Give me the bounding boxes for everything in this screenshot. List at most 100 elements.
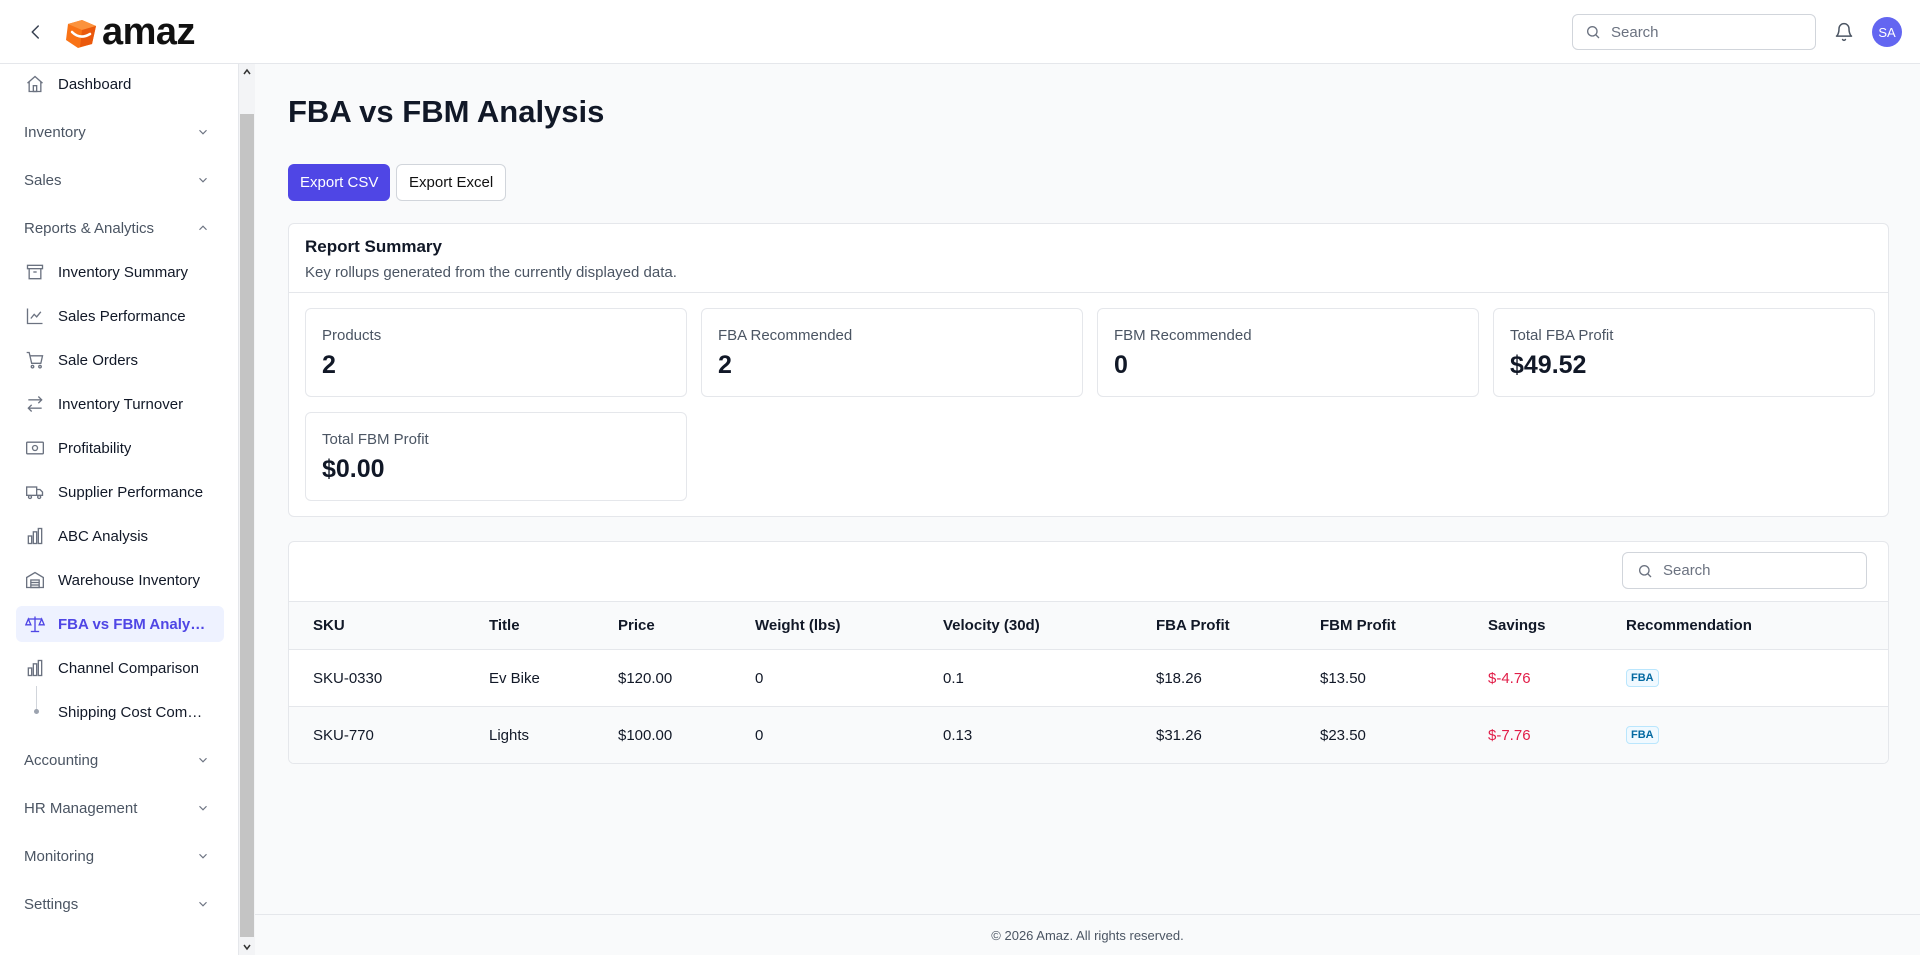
sidebar-item-label: Supplier Performance [58,483,204,501]
chevron-down-icon [199,177,207,183]
cell-weight: 0 [755,727,764,744]
export-excel-button[interactable]: Export Excel [396,164,507,201]
sidebar-item-label: Sale Orders [58,351,139,369]
sidebar-item-inventory-turnover[interactable]: Inventory Turnover [16,386,224,422]
chevron-down-icon [199,129,207,135]
header-search[interactable] [1572,14,1816,50]
column-header-sku[interactable]: SKU [313,617,345,634]
summary-title: Report Summary [305,237,442,256]
search-icon [1587,26,1600,39]
scroll-up-arrow-icon[interactable] [239,64,255,80]
sidebar-item-fba-vs-fbm[interactable]: FBA vs FBM Analysis [16,606,224,642]
cell-price: $100.00 [618,727,673,744]
cart-icon [24,349,46,371]
footer-copyright: © 2026 Amaz. All rights reserved. [991,927,1184,943]
cell-sku: SKU-0330 [313,670,383,687]
stat-card-total-fba-profit: Total FBA Profit $49.52 [1493,308,1875,397]
stat-value: $49.52 [1510,351,1587,379]
chevron-up-icon [199,225,207,231]
stat-label: FBM Recommended [1114,327,1252,344]
sidebar-group-label: Accounting [24,751,99,769]
home-icon [24,73,46,95]
sidebar-item-label: Warehouse Inventory [58,571,201,589]
report-summary-card: Report Summary Key rollups generated fro… [288,223,1889,517]
sidebar-group-hr[interactable]: HR Management [16,790,216,826]
stat-value: 2 [322,351,336,379]
sidebar-item-abc-analysis[interactable]: ABC Analysis [16,518,224,554]
sidebar-item-channel-comparison[interactable]: Channel Comparison [16,650,224,686]
sidebar-item-warehouse-inventory[interactable]: Warehouse Inventory [16,562,224,598]
tree-line [36,686,37,714]
analysis-table-card: SKU Title Price Weight (lbs) Velocity (3… [288,541,1889,764]
table-header: SKU Title Price Weight (lbs) Velocity (3… [289,601,1888,650]
cell-title: Lights [489,727,530,744]
sidebar-group-label: Settings [24,895,79,913]
sidebar-group-label: HR Management [24,799,138,817]
sidebar-group-label: Reports & Analytics [24,219,155,237]
divider [289,292,1888,293]
column-header-recommendation[interactable]: Recommendation [1626,617,1752,634]
sidebar-item-label: Channel Comparison [58,659,199,677]
app-logo[interactable]: amaz [62,13,196,51]
table-search-input[interactable] [1663,562,1843,579]
sidebar-group-sales[interactable]: Sales [16,162,216,198]
cell-savings: $-7.76 [1488,727,1531,744]
cell-fbm-profit: $23.50 [1320,727,1366,744]
column-header-weight[interactable]: Weight (lbs) [755,617,841,634]
bar-chart-icon [24,525,46,547]
sidebar-item-label: Sales Performance [58,307,186,325]
table-row[interactable]: SKU-770 Lights $100.00 0 0.13 $31.26 $23… [289,707,1888,763]
table-search[interactable] [1622,552,1867,589]
sidebar-item-profitability[interactable]: Profitability [16,430,224,466]
main-content: FBA vs FBM Analysis Export CSV Export Ex… [255,64,1920,914]
column-header-price[interactable]: Price [618,617,655,634]
summary-description: Key rollups generated from the currently… [305,264,677,281]
stat-card-total-fbm-profit: Total FBM Profit $0.00 [305,412,687,501]
header-search-input[interactable] [1611,23,1791,41]
sidebar-group-settings[interactable]: Settings [16,886,216,922]
stat-card-fbm-recommended: FBM Recommended 0 [1097,308,1479,397]
sidebar-item-label: FBA vs FBM Analysis [58,615,208,633]
chevron-down-icon [199,805,207,811]
sidebar-item-label: Shipping Cost Comp... [58,703,208,721]
column-header-velocity[interactable]: Velocity (30d) [943,617,1040,634]
column-header-savings[interactable]: Savings [1488,617,1546,634]
sidebar-group-reports[interactable]: Reports & Analytics [16,210,216,246]
sidebar-item-sale-orders[interactable]: Sale Orders [16,342,224,378]
stat-card-fba-recommended: FBA Recommended 2 [701,308,1083,397]
sidebar-group-accounting[interactable]: Accounting [16,742,216,778]
table-row[interactable]: SKU-0330 Ev Bike $120.00 0 0.1 $18.26 $1… [289,650,1888,707]
stat-value: 0 [1114,351,1128,379]
cell-price: $120.00 [618,670,673,687]
truck-icon [24,481,46,503]
sidebar-item-sales-performance[interactable]: Sales Performance [16,298,224,334]
archive-icon [24,261,46,283]
recommendation-badge: FBA [1626,726,1659,744]
sidebar-group-inventory[interactable]: Inventory [16,114,216,150]
chevron-down-icon [199,901,207,907]
bar-chart-icon [24,657,46,679]
column-header-fba-profit[interactable]: FBA Profit [1156,617,1230,634]
back-arrow-icon[interactable] [24,20,48,44]
user-avatar[interactable]: SA [1872,17,1902,47]
stat-card-products: Products 2 [305,308,687,397]
sidebar-scrollbar[interactable] [239,64,255,955]
export-csv-button[interactable]: Export CSV [288,164,391,201]
sidebar-group-monitoring[interactable]: Monitoring [16,838,216,874]
scroll-down-arrow-icon[interactable] [239,939,255,955]
sidebar-item-shipping-cost[interactable]: Shipping Cost Comp... [16,694,224,730]
sidebar-item-label: Inventory Turnover [58,395,184,413]
chevron-down-icon [199,853,207,859]
column-header-fbm-profit[interactable]: FBM Profit [1320,617,1396,634]
sidebar-item-label: Profitability [58,439,132,457]
search-icon [1639,564,1652,577]
sidebar-item-supplier-performance[interactable]: Supplier Performance [16,474,224,510]
scrollbar-thumb[interactable] [240,114,254,937]
notification-bell-icon[interactable] [1832,20,1856,44]
cell-velocity: 0.13 [943,727,973,744]
cell-title: Ev Bike [489,670,540,687]
sidebar-item-label: ABC Analysis [58,527,149,545]
sidebar-item-inventory-summary[interactable]: Inventory Summary [16,254,224,290]
column-header-title[interactable]: Title [489,617,520,634]
sidebar-item-dashboard[interactable]: Dashboard [16,66,224,102]
